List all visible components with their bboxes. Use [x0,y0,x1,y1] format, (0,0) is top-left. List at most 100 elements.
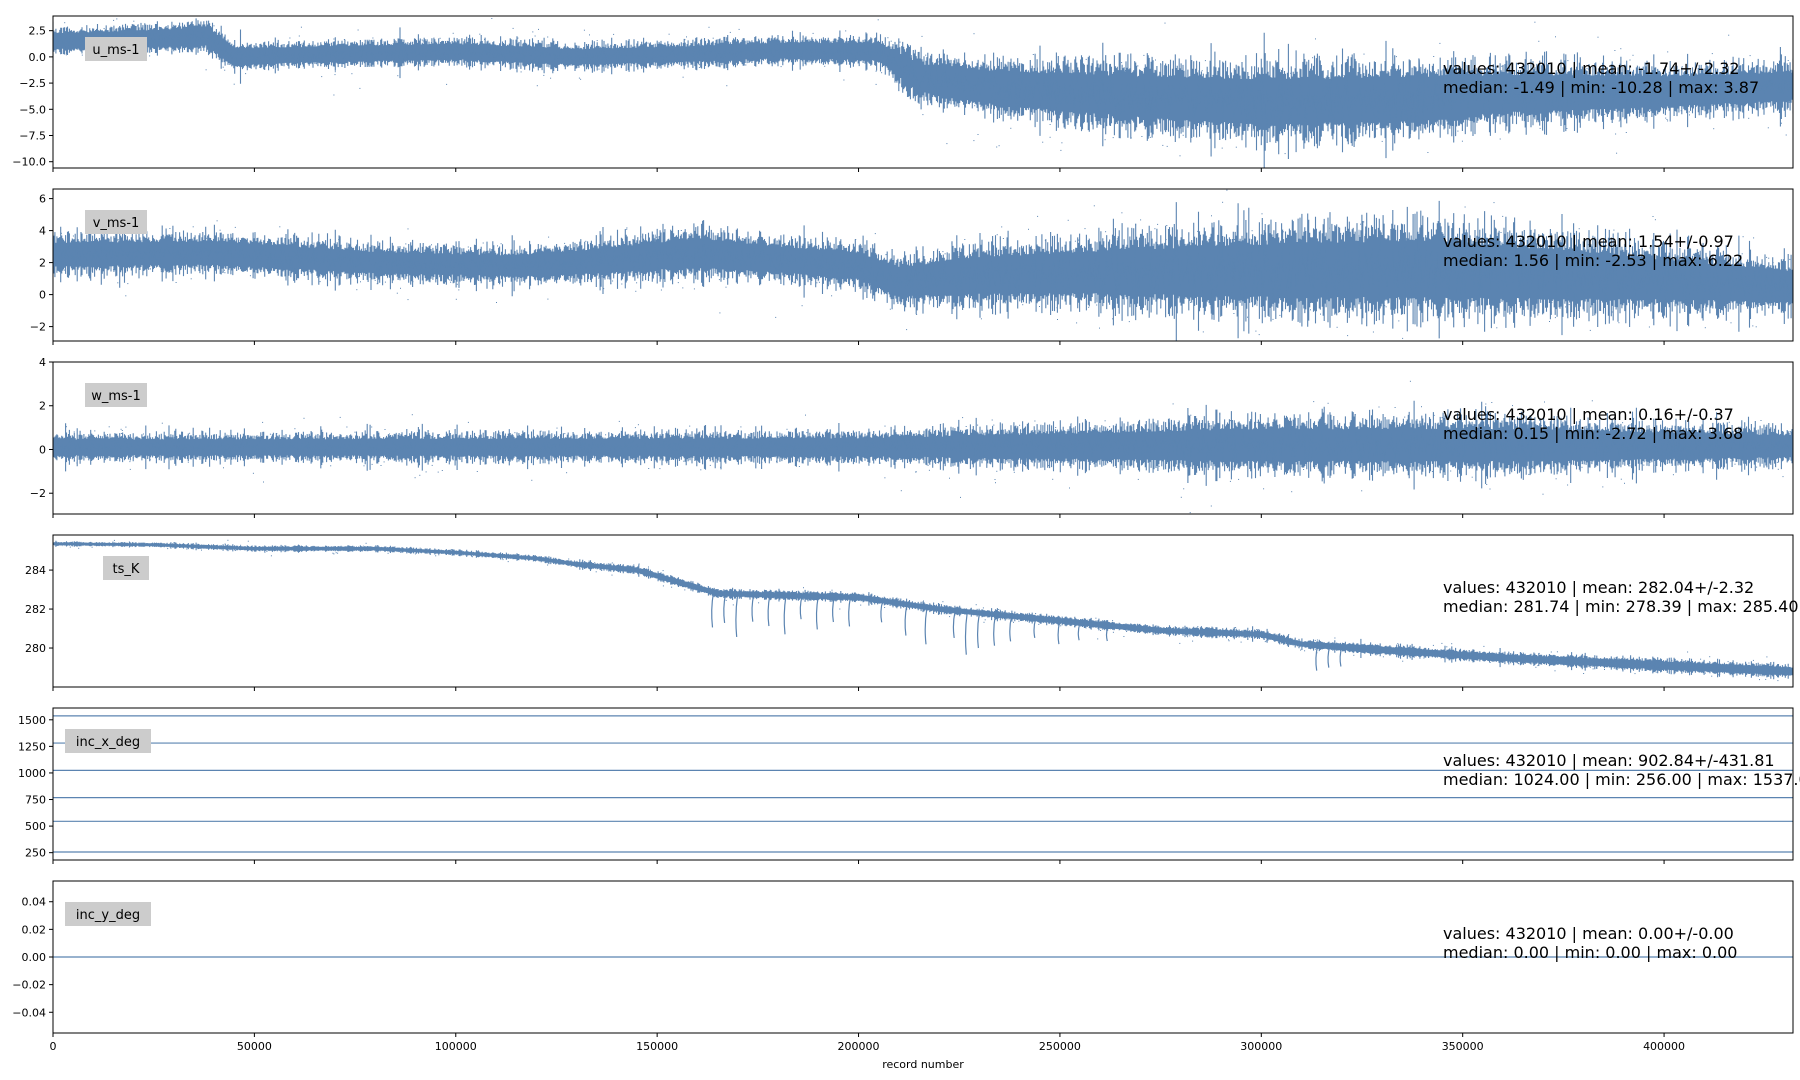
data-point [1506,455,1508,457]
data-point [1363,53,1365,55]
data-point [1304,650,1306,652]
ytick-label: −0.04 [12,1006,46,1019]
data-point [1276,634,1278,636]
data-point [963,85,964,87]
data-point [626,228,628,230]
data-point [921,438,923,440]
data-point [1158,465,1160,467]
data-point [1111,182,1112,183]
data-point [381,54,383,56]
data-point [1779,296,1781,297]
data-point [1004,617,1005,619]
data-point [1776,461,1778,463]
data-point [1686,441,1688,442]
data-point [1307,273,1309,275]
data-point [394,546,396,548]
data-point [1402,660,1404,662]
data-point [251,546,253,548]
data-point [1282,231,1284,233]
data-point [418,270,420,272]
data-point [321,76,323,78]
data-point [1121,212,1123,214]
data-point [831,589,833,591]
data-point [1232,261,1234,263]
data-point [1039,76,1041,78]
data-point [699,64,701,66]
data-point [189,432,191,434]
data-point [792,50,794,52]
data-point [1449,124,1451,126]
data-point [326,266,328,268]
data-point [1035,613,1037,614]
data-point [1372,426,1374,428]
data-point [438,554,440,556]
data-point [1750,67,1752,69]
data-point [1780,434,1781,436]
data-point [247,439,249,441]
data-point [1500,232,1502,233]
data-point [1587,244,1589,246]
data-point [173,445,175,447]
data-point [1101,256,1103,258]
data-point [1634,673,1636,675]
data-point [626,277,628,279]
data-point [1518,63,1519,65]
data-point [998,145,1000,147]
data-point [1112,631,1114,633]
stats-summary: values: 432010 | mean: 902.84+/-431.81 [1443,751,1775,770]
data-point [954,73,956,75]
data-point [418,552,419,554]
data-point [400,287,401,289]
data-point [543,441,545,443]
data-point [1120,275,1121,277]
data-point [330,246,332,248]
data-point [1044,439,1046,441]
data-point [1076,322,1078,324]
data-point [227,453,229,455]
data-point [74,447,76,448]
data-point [1404,416,1406,418]
data-point [993,114,995,116]
data-point [1002,238,1004,239]
data-point [949,477,950,479]
data-point [1680,110,1682,112]
spike-mark [880,600,884,623]
data-point [879,462,881,464]
data-point [796,456,797,458]
data-point [338,239,340,241]
data-point [492,556,494,558]
data-point [515,57,517,59]
data-point [513,444,515,446]
data-point [1272,318,1274,320]
data-point [1274,640,1275,642]
data-point [650,242,652,244]
data-point [245,257,247,259]
ytick-label: 282 [25,603,46,616]
data-point [208,545,210,547]
data-point [704,587,706,588]
data-point [1748,662,1750,664]
data-point [1107,76,1109,78]
data-line-ts_K [53,541,1793,676]
data-point [1726,92,1728,94]
data-point [1492,103,1494,105]
variable-tag: w_ms-1 [85,383,147,407]
data-point [1433,56,1435,57]
data-point [381,260,383,262]
data-point [1165,429,1166,431]
data-point [686,36,687,38]
data-point [802,598,803,600]
data-point [1164,632,1166,634]
data-point [1060,625,1062,627]
data-point [1340,449,1342,451]
data-point [1202,331,1204,333]
data-point [334,448,336,450]
data-point [1652,216,1654,217]
data-point [659,436,661,437]
stats-range: median: 0.00 | min: 0.00 | max: 0.00 [1443,943,1737,962]
data-point [898,453,900,455]
data-point [847,47,849,49]
data-point [996,234,998,236]
data-point [1096,84,1098,86]
data-point [1472,652,1474,654]
